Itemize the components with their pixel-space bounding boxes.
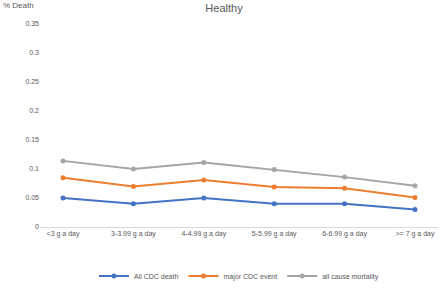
- svg-text:Healthy: Healthy: [205, 2, 243, 14]
- svg-text:>= 7 g a day: >= 7 g a day: [396, 230, 435, 238]
- svg-text:0: 0: [35, 223, 39, 230]
- svg-text:0.05: 0.05: [25, 194, 39, 201]
- svg-text:0.15: 0.15: [25, 136, 39, 143]
- svg-text:0.25: 0.25: [25, 78, 39, 85]
- svg-text:0.1: 0.1: [29, 165, 39, 172]
- svg-text:<3 g a day: <3 g a day: [47, 230, 80, 238]
- svg-text:3-3.99 g a day: 3-3.99 g a day: [111, 230, 156, 238]
- svg-text:6-6.99 g a day: 6-6.99 g a day: [322, 230, 367, 238]
- svg-text:4-4.99 g a day: 4-4.99 g a day: [181, 230, 226, 238]
- svg-text:5-5.99 g a day: 5-5.99 g a day: [252, 230, 297, 238]
- svg-text:All CDC death: All CDC death: [134, 273, 178, 280]
- svg-text:0.35: 0.35: [25, 20, 39, 27]
- svg-text:major CDC event: major CDC event: [223, 273, 277, 281]
- svg-text:% Death: % Death: [3, 1, 34, 10]
- svg-text:0.3: 0.3: [29, 49, 39, 56]
- svg-text:0.2: 0.2: [29, 107, 39, 114]
- svg-text:all cause mortality: all cause mortality: [322, 273, 379, 281]
